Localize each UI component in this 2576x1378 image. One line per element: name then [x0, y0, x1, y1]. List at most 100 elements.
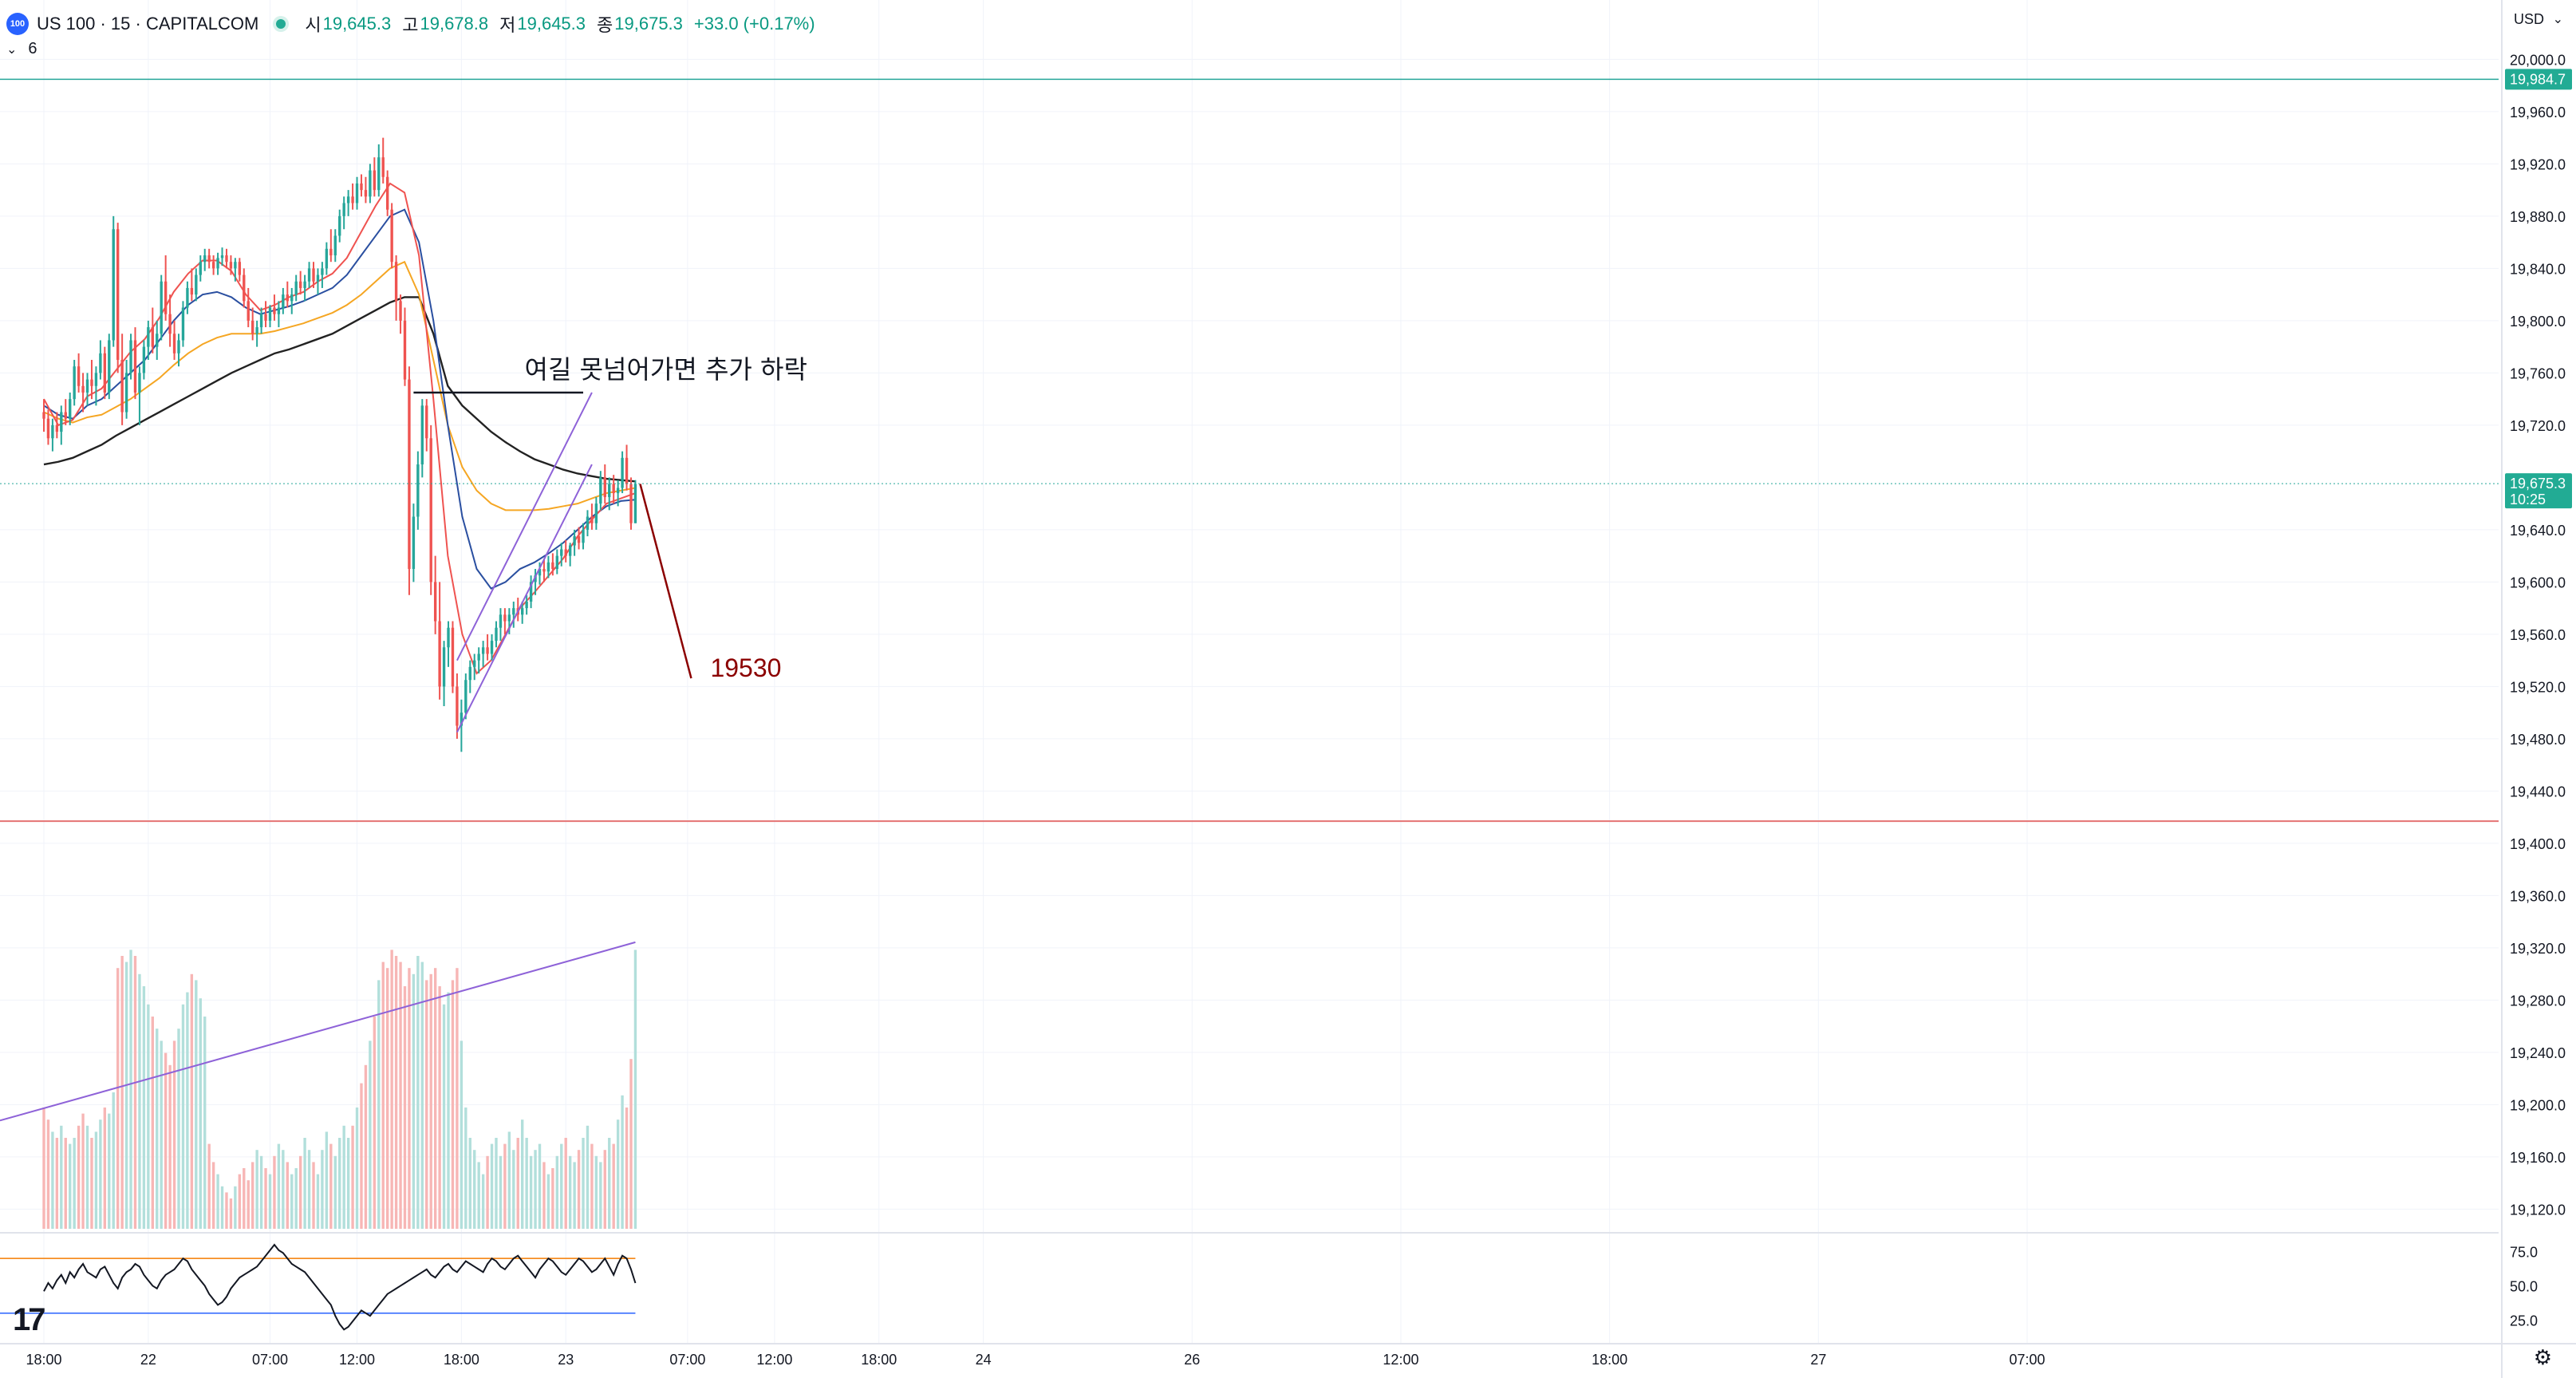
volume-bar: [133, 956, 137, 1229]
projection-line: [639, 484, 692, 679]
candle-body: [133, 340, 137, 393]
y-tick-label: 19,400.0: [2510, 836, 2566, 852]
volume-bar: [151, 1017, 154, 1229]
volume-bar: [60, 1125, 63, 1229]
volume-bar: [220, 1186, 224, 1229]
candle-body: [490, 641, 494, 654]
candle-body: [273, 307, 276, 314]
candle-body: [603, 477, 606, 497]
volume-bar: [147, 1004, 150, 1229]
volume-bar: [325, 1131, 329, 1229]
candle-body: [46, 418, 50, 439]
candle-body: [129, 340, 132, 373]
volume-bar: [429, 973, 432, 1229]
volume-bar: [46, 1119, 50, 1229]
candle-body: [172, 334, 176, 353]
candle-body: [390, 209, 393, 263]
volume-bar: [381, 961, 385, 1229]
volume-bar: [521, 1119, 524, 1229]
y-tick-label: 19,480.0: [2510, 732, 2566, 748]
volume-bar: [394, 956, 398, 1229]
volume-bar: [211, 1162, 215, 1229]
x-tick-label: 18:00: [26, 1352, 61, 1368]
candle-body: [429, 438, 432, 582]
candle-body: [203, 255, 207, 263]
volume-bar: [168, 1064, 172, 1229]
volume-bar: [342, 1125, 345, 1229]
candle-body: [64, 412, 67, 419]
volume-bar: [473, 1150, 476, 1229]
volume-bar: [529, 1155, 533, 1229]
volume-ma-line: [0, 941, 636, 1122]
candle-body: [264, 314, 267, 321]
volume-bar: [42, 1108, 45, 1229]
candle-body: [551, 562, 554, 570]
volume-bar: [243, 1168, 246, 1229]
chevron-down-icon[interactable]: ⌄: [2552, 13, 2563, 26]
candle-body: [360, 183, 363, 191]
candle-body: [420, 405, 424, 465]
candle-body: [538, 569, 542, 576]
volume-pane: [0, 941, 637, 1229]
candle-body: [542, 569, 546, 572]
volume-bar: [112, 1092, 115, 1229]
candles: [42, 137, 637, 752]
y-tick-label: 19,800.0: [2510, 314, 2566, 330]
y-tick-label: 19,160.0: [2510, 1150, 2566, 1166]
candle-body: [229, 262, 233, 269]
currency-label[interactable]: USD: [2513, 11, 2544, 27]
volume-bar: [238, 1174, 242, 1229]
volume-bar: [120, 956, 124, 1229]
volume-bar: [247, 1180, 250, 1229]
volume-bar: [207, 1143, 211, 1229]
candle-body: [124, 373, 128, 413]
ema-fast-line: [43, 182, 636, 675]
volume-bar: [294, 1168, 298, 1229]
volume-bar: [616, 1119, 620, 1229]
volume-bar: [286, 1162, 289, 1229]
volume-bar: [250, 1162, 254, 1229]
volume-bar: [468, 1138, 471, 1229]
market-status-icon[interactable]: [276, 19, 286, 29]
volume-bar: [51, 1131, 54, 1229]
volume-bar: [425, 980, 428, 1229]
candle-body: [481, 647, 485, 654]
chevron-down-icon[interactable]: ⌄: [6, 42, 18, 57]
y-tick-label: 19,120.0: [2510, 1202, 2566, 1218]
drawings[interactable]: 여길 못넘어가면 추가 하락 19530: [0, 78, 2499, 823]
candle-body: [156, 334, 159, 347]
volume-bar: [338, 1138, 341, 1229]
y-tick-label: 19,640.0: [2510, 523, 2566, 539]
volume-bar: [451, 980, 455, 1229]
volume-bar: [351, 1125, 354, 1229]
volume-bar: [460, 1040, 464, 1229]
candle-body: [73, 366, 76, 400]
volume-bar: [229, 1198, 233, 1229]
volume-bar: [577, 1150, 581, 1229]
volume-bar: [142, 986, 146, 1229]
volume-bar: [298, 1155, 302, 1229]
volume-bar: [625, 1108, 629, 1229]
volume-bar: [156, 1029, 159, 1229]
gear-icon[interactable]: ⚙: [2533, 1345, 2552, 1369]
volume-bar: [633, 950, 637, 1229]
symbol-title[interactable]: US 100 · 15 · CAPITALCOM: [37, 14, 259, 34]
volume-bar: [612, 1143, 615, 1229]
candle-body: [303, 281, 306, 288]
candle-body: [399, 301, 402, 321]
indicator-count: 6: [28, 40, 37, 57]
volume-bar: [495, 1138, 498, 1229]
volume-bar: [234, 1186, 237, 1229]
candle-body: [120, 360, 124, 413]
volume-bar: [203, 1017, 207, 1229]
candle-body: [69, 399, 72, 419]
candle-body: [277, 307, 281, 314]
indicator-toggle[interactable]: ⌄ 6: [6, 40, 37, 58]
volume-bar: [303, 1138, 306, 1229]
candle-body: [386, 176, 389, 210]
moving-averages: [43, 182, 636, 675]
candle-body: [259, 314, 263, 328]
symbol-header: 100 US 100 · 15 · CAPITALCOM 시 19,645.3 고…: [6, 8, 826, 40]
candle-body: [425, 405, 428, 439]
